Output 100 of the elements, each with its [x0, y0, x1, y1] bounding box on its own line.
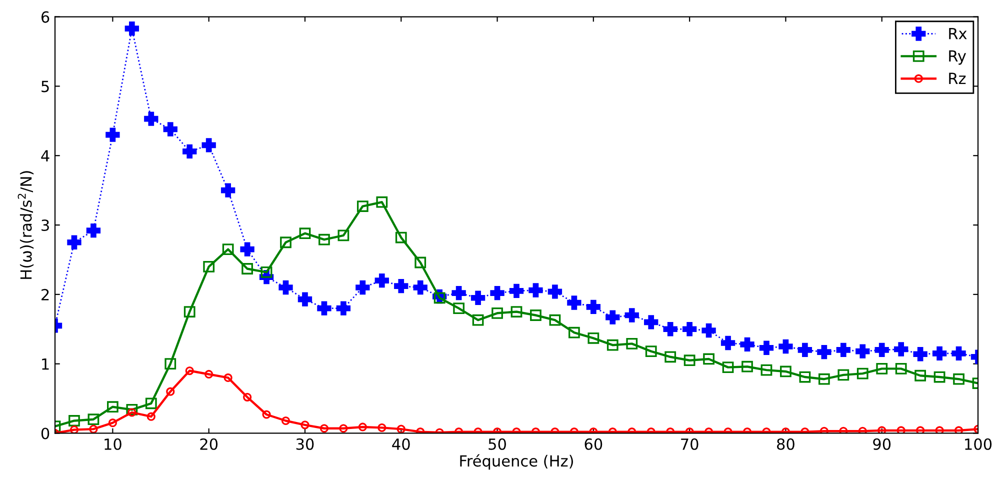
- point: [528, 283, 543, 298]
- point: [548, 284, 562, 299]
- point: [759, 340, 774, 355]
- point: [317, 301, 332, 316]
- x-tick-label: 60: [584, 438, 602, 450]
- point: [644, 315, 658, 330]
- point: [376, 196, 388, 208]
- point: [836, 342, 850, 358]
- point: [260, 266, 272, 278]
- y-tick-label: 2: [42, 288, 49, 300]
- point: [818, 373, 830, 385]
- point: [86, 223, 101, 238]
- point: [895, 362, 907, 374]
- point: [798, 342, 812, 358]
- point: [70, 425, 79, 434]
- point: [856, 368, 868, 380]
- point: [624, 308, 639, 322]
- point: [896, 426, 906, 434]
- point: [878, 426, 886, 434]
- point: [952, 346, 966, 361]
- point: [320, 424, 329, 433]
- point: [222, 244, 234, 256]
- point: [242, 263, 253, 274]
- point: [740, 337, 754, 352]
- point: [702, 323, 716, 338]
- point: [336, 301, 351, 316]
- x-axis-title: Fréquence (Hz): [460, 454, 573, 470]
- point: [586, 300, 600, 314]
- point: [452, 286, 466, 300]
- point: [720, 336, 736, 350]
- x-tick-label: 70: [681, 438, 698, 450]
- point: [106, 128, 120, 142]
- point: [262, 410, 271, 419]
- y-tick-label: 5: [42, 80, 49, 92]
- point: [839, 426, 848, 434]
- point: [684, 354, 696, 366]
- point: [356, 280, 370, 295]
- point: [224, 373, 232, 382]
- point: [68, 415, 80, 426]
- point: [338, 230, 350, 242]
- point: [128, 408, 136, 417]
- y-tick-label: 3: [42, 219, 49, 232]
- point: [67, 235, 82, 250]
- point: [470, 290, 486, 305]
- point: [954, 426, 964, 434]
- point: [88, 414, 100, 426]
- point: [240, 242, 254, 256]
- point: [374, 273, 389, 288]
- point: [588, 332, 600, 344]
- point: [858, 426, 867, 434]
- point: [932, 346, 947, 361]
- point: [876, 362, 888, 374]
- point: [339, 424, 348, 433]
- point: [220, 183, 236, 198]
- point: [742, 360, 753, 372]
- y-tick-label: 0: [41, 428, 50, 440]
- point: [530, 310, 542, 321]
- point: [358, 422, 367, 432]
- point: [394, 279, 408, 294]
- point: [914, 370, 926, 382]
- point: [663, 322, 678, 336]
- point: [472, 314, 484, 326]
- point: [568, 326, 580, 338]
- point: [434, 292, 446, 304]
- point: [760, 364, 772, 376]
- point: [682, 322, 697, 336]
- y-tick-label: 4: [41, 150, 50, 162]
- point: [645, 346, 657, 358]
- point: [278, 280, 293, 295]
- point: [820, 426, 828, 434]
- x-tick-label: 90: [873, 438, 891, 450]
- point: [490, 286, 504, 300]
- point: [106, 401, 118, 413]
- point: [185, 366, 194, 376]
- point: [318, 234, 330, 246]
- point: [126, 404, 138, 416]
- point: [184, 306, 196, 318]
- point: [164, 358, 176, 370]
- point: [300, 420, 310, 430]
- point: [146, 412, 156, 421]
- point: [299, 228, 311, 240]
- point: [894, 342, 908, 356]
- point: [567, 296, 582, 310]
- point: [89, 424, 98, 434]
- point: [799, 371, 811, 383]
- point: [203, 260, 215, 272]
- legend-label: Rz: [949, 72, 966, 84]
- point: [280, 236, 292, 248]
- point: [510, 306, 522, 318]
- point: [356, 200, 368, 212]
- point: [509, 284, 524, 298]
- point: [166, 387, 175, 396]
- point: [378, 423, 386, 432]
- point: [144, 112, 158, 126]
- point: [935, 426, 944, 434]
- x-tick-label: 30: [296, 438, 314, 450]
- x-tick-label: 20: [200, 438, 218, 450]
- point: [298, 292, 312, 306]
- point: [778, 339, 793, 354]
- x-tick-label: 100: [965, 438, 992, 450]
